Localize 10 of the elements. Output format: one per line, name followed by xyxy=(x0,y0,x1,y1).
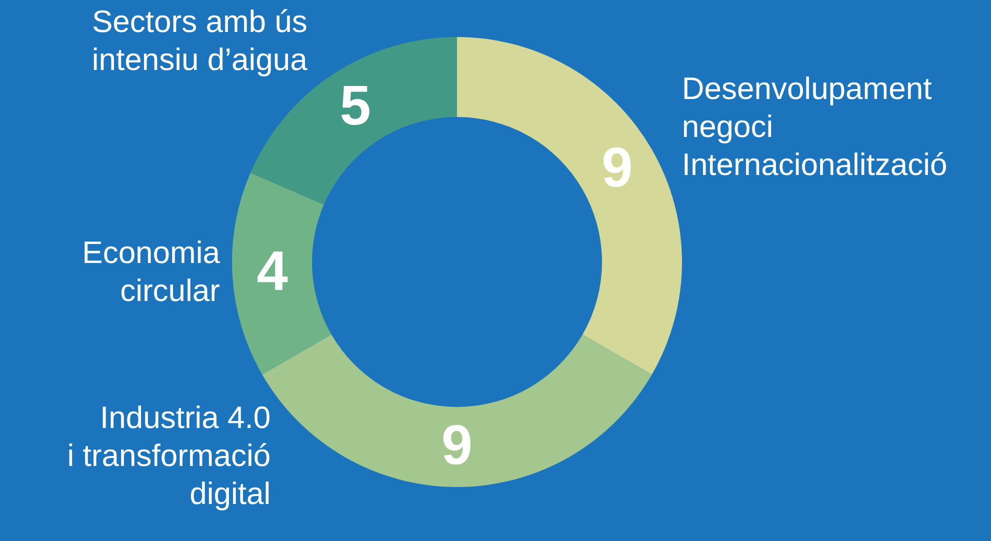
slice-label: Sectors amb ús intensiu d’aigua xyxy=(92,4,308,77)
donut-slice xyxy=(457,37,682,374)
data-label: 9 xyxy=(441,413,473,476)
donut-slice xyxy=(232,172,332,374)
data-label: 4 xyxy=(256,238,288,302)
slice-label: Economia circular xyxy=(82,235,221,308)
data-label: 9 xyxy=(602,136,633,198)
slice-label: Desenvolupament negoci Internacionalització xyxy=(682,71,948,182)
slice-label: Industria 4.0 i transformació digital xyxy=(67,400,271,512)
data-label: 5 xyxy=(340,73,371,136)
